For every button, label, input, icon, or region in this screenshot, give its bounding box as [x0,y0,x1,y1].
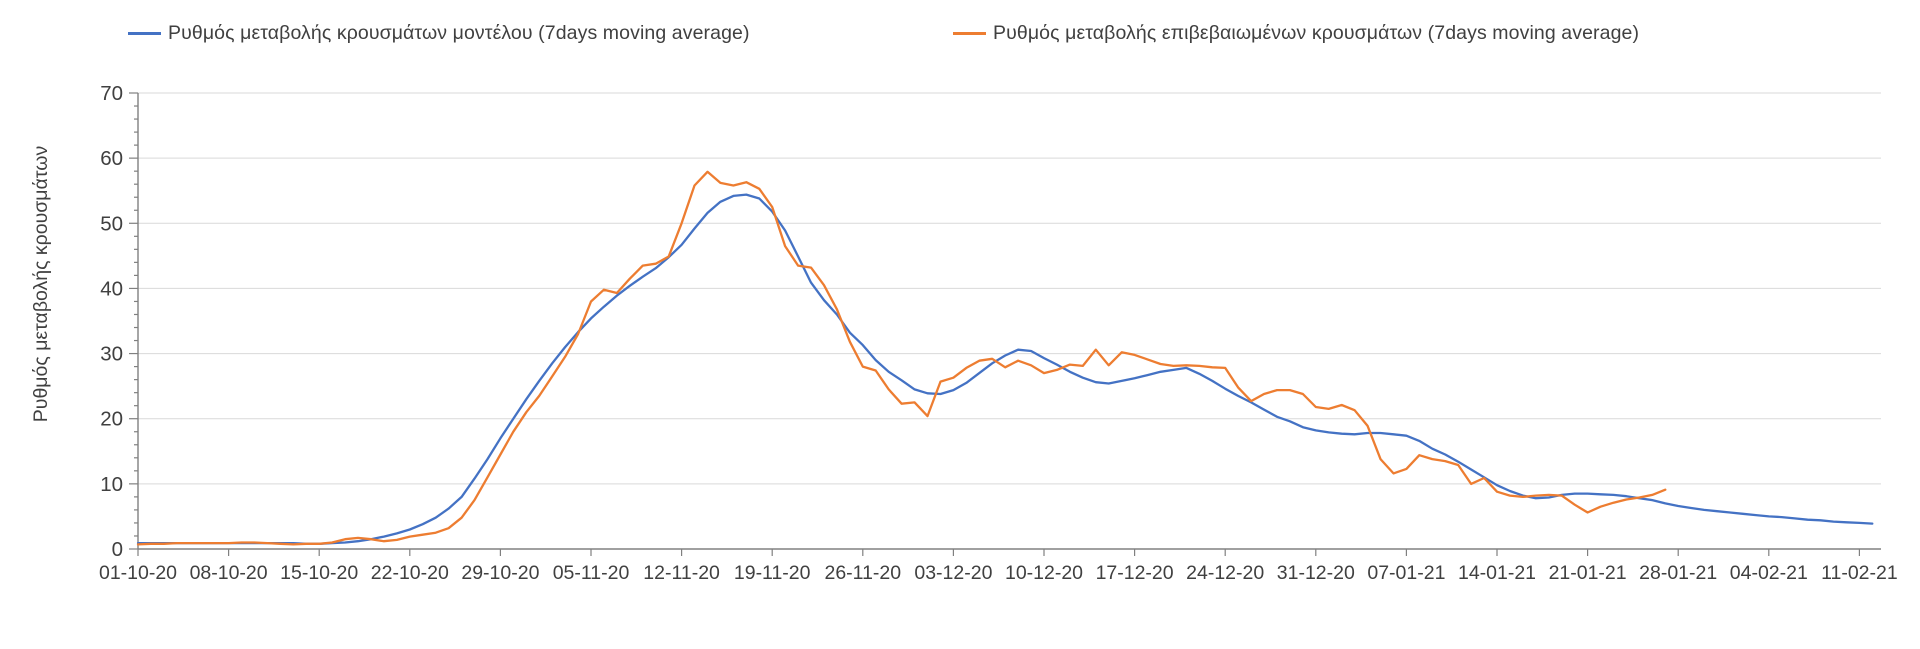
x-tick-label: 19-11-20 [734,562,811,584]
legend-item-model: Ρυθμός μεταβολής κρουσμάτων μοντέλου (7d… [128,22,750,45]
x-tick-label: 12-11-20 [643,562,720,584]
legend-label-model: Ρυθμός μεταβολής κρουσμάτων μοντέλου (7d… [168,22,750,44]
x-tick-label: 22-10-20 [371,562,449,584]
y-tick-label: 50 [100,212,123,235]
x-tick-label: 21-01-21 [1549,562,1627,584]
x-tick-label: 17-12-20 [1096,562,1174,584]
chart-legend: Ρυθμός μεταβολής κρουσμάτων μοντέλου (7d… [0,22,1920,50]
model-series-line [136,193,1874,545]
x-tick-label: 01-10-20 [99,562,177,584]
x-tick-label: 05-11-20 [553,562,630,584]
x-tick-label: 15-10-20 [280,562,358,584]
x-tick-label: 03-12-20 [914,562,992,584]
y-axis-title: Ρυθμός μεταβολής κρουσμάτων [30,146,52,422]
x-tick-label: 10-12-20 [1005,562,1083,584]
y-tick-label: 0 [112,538,123,561]
y-tick-label: 10 [100,473,123,496]
y-tick-label: 60 [100,147,123,170]
y-tick-label: 70 [100,82,123,105]
x-tick-label: 28-01-21 [1639,562,1717,584]
y-tick-label: 40 [100,277,123,300]
legend-label-confirmed: Ρυθμός μεταβολής επιβεβαιωμένων κρουσμάτ… [993,22,1640,44]
model-line-swatch [128,32,161,35]
confirmed-line-swatch [953,32,986,35]
x-tick-label: 26-11-20 [824,562,901,584]
x-tick-label: 07-01-21 [1367,562,1445,584]
x-tick-label: 08-10-20 [190,562,268,584]
x-tick-label: 04-02-21 [1730,562,1808,584]
x-tick-label: 24-12-20 [1186,562,1264,584]
confirmed-series-line [136,170,1667,546]
x-tick-label: 14-01-21 [1458,562,1536,584]
legend-item-confirmed: Ρυθμός μεταβολής επιβεβαιωμένων κρουσμάτ… [953,22,1639,45]
x-tick-label: 31-12-20 [1277,562,1355,584]
y-tick-label: 20 [100,408,123,431]
y-tick-label: 30 [100,343,123,366]
x-tick-label: 11-02-21 [1821,562,1898,584]
x-tick-label: 29-10-20 [461,562,539,584]
